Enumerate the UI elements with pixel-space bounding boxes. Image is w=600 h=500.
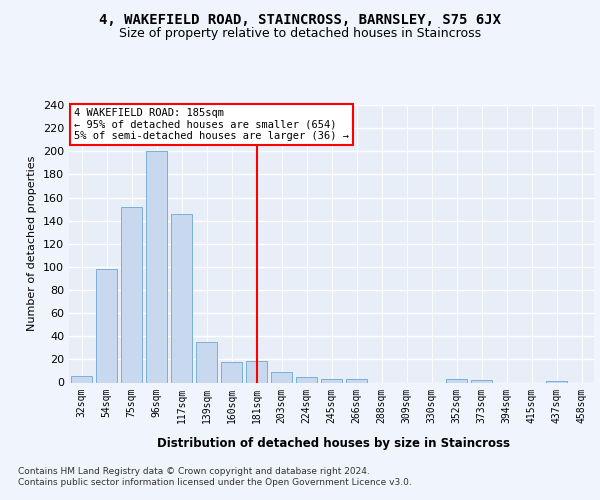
Text: Distribution of detached houses by size in Staincross: Distribution of detached houses by size … bbox=[157, 438, 509, 450]
Bar bbox=[121, 207, 142, 382]
Bar bbox=[296, 376, 317, 382]
Text: 4 WAKEFIELD ROAD: 185sqm
← 95% of detached houses are smaller (654)
5% of semi-d: 4 WAKEFIELD ROAD: 185sqm ← 95% of detach… bbox=[74, 108, 349, 141]
Text: Size of property relative to detached houses in Staincross: Size of property relative to detached ho… bbox=[119, 28, 481, 40]
Bar bbox=[446, 379, 467, 382]
Bar bbox=[321, 379, 342, 382]
Text: 4, WAKEFIELD ROAD, STAINCROSS, BARNSLEY, S75 6JX: 4, WAKEFIELD ROAD, STAINCROSS, BARNSLEY,… bbox=[99, 12, 501, 26]
Text: Contains HM Land Registry data © Crown copyright and database right 2024.: Contains HM Land Registry data © Crown c… bbox=[18, 467, 370, 476]
Text: Contains public sector information licensed under the Open Government Licence v3: Contains public sector information licen… bbox=[18, 478, 412, 487]
Bar bbox=[146, 151, 167, 382]
Bar bbox=[196, 342, 217, 382]
Bar bbox=[71, 376, 92, 382]
Bar bbox=[221, 362, 242, 382]
Bar bbox=[471, 380, 492, 382]
Bar bbox=[346, 379, 367, 382]
Bar bbox=[96, 269, 117, 382]
Bar bbox=[246, 360, 267, 382]
Bar bbox=[171, 214, 192, 382]
Bar bbox=[271, 372, 292, 382]
Y-axis label: Number of detached properties: Number of detached properties bbox=[28, 156, 37, 332]
